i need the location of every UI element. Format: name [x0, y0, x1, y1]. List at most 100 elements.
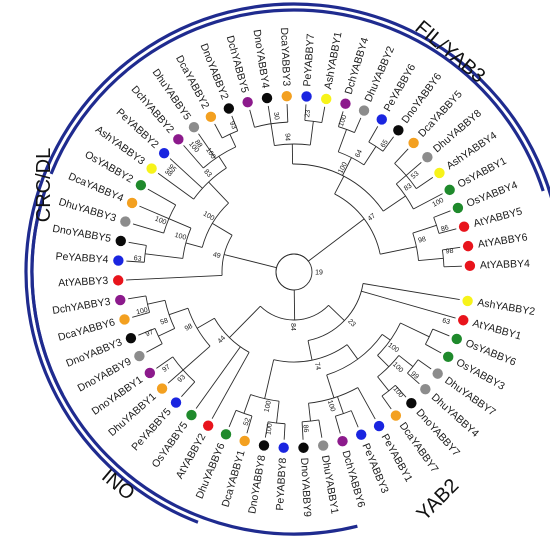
- branch-line-109: [346, 344, 359, 360]
- branch-arc-100: [250, 394, 280, 402]
- branch-line-11: [438, 228, 457, 234]
- root-ring: [275, 253, 313, 291]
- bootstrap-value: 83: [202, 168, 213, 179]
- species-dot-dchyabby3: [115, 294, 126, 306]
- species-dot-peyabby6: [376, 114, 387, 125]
- branch-arc-98: [273, 344, 348, 363]
- bootstrap-value: 84: [289, 323, 296, 331]
- branch-line-121: [357, 387, 376, 420]
- leaf-label-dcayabby1: DcaYABBY1: [220, 449, 248, 509]
- branch-arc-30: [338, 126, 355, 133]
- branch-line-60: [185, 242, 203, 248]
- bootstrap-value: 93: [228, 120, 238, 130]
- species-dot-osyabby2: [135, 180, 147, 191]
- branch-line-57: [183, 145, 204, 169]
- branch-line-13: [334, 175, 345, 195]
- leaf-label-dnoyabby8: DnoYABBY8: [246, 454, 268, 515]
- bootstrap-value: 100: [391, 386, 404, 400]
- branch-line-133: [417, 359, 432, 370]
- species-dot-osyabby6: [451, 333, 462, 345]
- species-dot-dnoyabby9: [134, 350, 145, 362]
- branch-line-64: [147, 188, 176, 206]
- branch-arc-2: [334, 193, 381, 255]
- branch-line-126: [377, 376, 390, 392]
- bootstrap-value: 98: [418, 236, 427, 244]
- branch-line-94: [211, 352, 250, 419]
- bootstrap-value: 38: [163, 168, 174, 178]
- branch-arc-47: [201, 202, 229, 248]
- bootstrap-value: 100: [326, 399, 336, 412]
- species-dot-dcayabby5: [408, 137, 419, 149]
- species-dot-ashyabby4: [434, 167, 445, 179]
- species-dot-atyabby5: [458, 221, 470, 232]
- leaf-label-dhuyabby1: DhuYABBY1: [319, 454, 341, 515]
- species-dot-dchyabby6: [337, 435, 348, 447]
- branch-line-39: [270, 123, 275, 146]
- branch-line-91: [167, 369, 184, 384]
- species-dot-dhuyabby8: [422, 151, 433, 163]
- branch-line-136: [425, 343, 442, 354]
- branch-arc-114: [302, 419, 319, 423]
- branch-arc-73: [260, 304, 329, 321]
- branch-arc-34: [274, 143, 311, 146]
- bootstrap-value: 63: [133, 255, 142, 263]
- species-dot-atyabby2: [202, 420, 214, 431]
- branch-line-17: [413, 193, 443, 210]
- branch-arc-77: [187, 308, 211, 347]
- species-dot-dhuyabby1: [156, 383, 168, 394]
- branch-line-27: [382, 136, 394, 152]
- branch-line-56: [198, 133, 216, 159]
- clade-label-1: CRC/DL: [33, 148, 55, 222]
- species-dot-ashyabby3: [146, 163, 157, 174]
- branch-line-66: [132, 223, 164, 234]
- branch-line-1: [308, 218, 365, 262]
- branch-arc-75: [214, 317, 250, 353]
- branch-line-55: [214, 123, 223, 139]
- species-dot-dnoyabby5: [115, 235, 126, 247]
- branch-arc-110: [326, 334, 383, 376]
- bootstrap-value: 88: [193, 139, 203, 149]
- species-dot-dnoyabby3: [125, 332, 137, 344]
- leaf-label-atyabby3: AtYABBY3: [58, 275, 109, 289]
- branch-line-58: [169, 158, 203, 189]
- branch-line-3: [380, 246, 417, 255]
- branch-line-86: [138, 327, 156, 336]
- branch-line-15: [382, 195, 406, 212]
- branch-line-25: [363, 146, 377, 166]
- bootstrap-value: 98: [184, 323, 194, 333]
- species-dot-dcayabby4: [126, 197, 138, 209]
- clade-label-3: YAB2: [413, 475, 464, 526]
- branch-arc-112: [308, 387, 359, 404]
- branch-line-8: [442, 246, 461, 251]
- bootstrap-value: 53: [410, 170, 421, 180]
- branch-line-21: [405, 162, 422, 176]
- branch-arc-4: [412, 232, 419, 261]
- species-dot-dhuyabby2: [358, 105, 370, 116]
- species-dot-peyabby5: [170, 397, 182, 408]
- branch-line-87: [146, 343, 163, 353]
- bootstrap-value: 100: [338, 114, 349, 127]
- leaf-label-dnoyabby9: DnoYABBY9: [298, 457, 313, 517]
- branch-line-5: [418, 257, 444, 262]
- bootstrap-value: 93: [177, 374, 188, 384]
- leaf-label-dnoyabby4: DnoYABBY4: [250, 29, 271, 90]
- bootstrap-value: 83: [403, 182, 413, 192]
- branch-line-116: [318, 419, 323, 438]
- leaf-label-peyabby8: PeYABBY8: [274, 457, 289, 511]
- bootstrap-value: 86: [301, 424, 309, 433]
- bootstrap-value: 100: [266, 423, 274, 436]
- leaf-label-ashyabby1: AshYABBY1: [322, 31, 344, 91]
- species-dot-dchyabby5: [242, 97, 253, 108]
- bootstrap-value: 99: [409, 371, 420, 381]
- branch-line-23: [342, 157, 352, 176]
- bootstrap-value: 52: [243, 417, 252, 427]
- branch-line-83: [132, 311, 150, 318]
- branch-line-52: [229, 134, 237, 148]
- bootstrap-value: 94: [283, 133, 290, 141]
- branch-line-12: [433, 210, 451, 218]
- leaf-label-dchyabby3: DchYABBY3: [51, 296, 111, 317]
- species-dot-atyabby4: [464, 260, 476, 272]
- clade-band-0: [24, 2, 550, 524]
